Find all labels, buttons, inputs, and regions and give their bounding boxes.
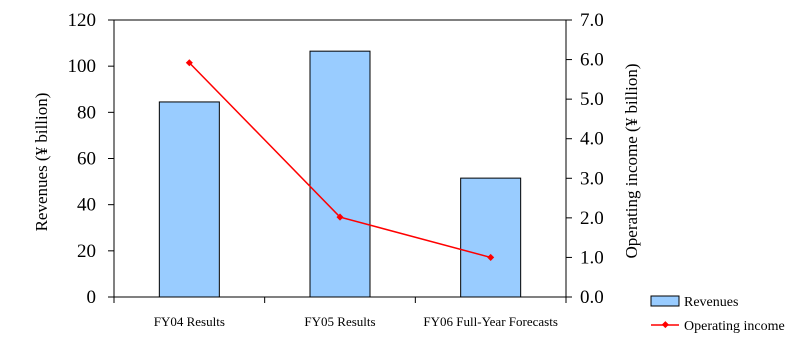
legend: Revenues Operating income <box>650 295 785 334</box>
legend-label-operating-income: Operating income <box>684 319 785 334</box>
y-left-tick-label: 120 <box>68 10 97 31</box>
y-right-tick-label: 2.0 <box>580 208 604 229</box>
y-left-tick-label: 60 <box>77 149 96 170</box>
operating-income-point-3 <box>487 253 495 261</box>
legend-swatch-revenues <box>650 295 680 307</box>
x-category-label: FY04 Results <box>154 314 225 329</box>
y-left-tick-label: 80 <box>77 102 96 123</box>
y-right-tick-label: 1.0 <box>580 247 604 268</box>
y-right-tick-label: 0.0 <box>580 287 604 308</box>
y-left-tick-label: 20 <box>77 241 96 262</box>
y-right-tick-label: 5.0 <box>580 89 604 110</box>
y-right-tick-label: 3.0 <box>580 168 604 189</box>
ticks-layer: 0 20 40 60 80 100 120 0.0 1.0 2.0 3.0 4.0 5.0 6.0 7.0 <box>68 10 604 308</box>
x-category-label: FY05 Results <box>304 314 375 329</box>
operating-income-point-2 <box>336 213 344 221</box>
x-category-label: FY06 Full-Year Forecasts <box>423 314 557 329</box>
y-right-tick-label: 6.0 <box>580 50 604 71</box>
y-left-tick-label: 100 <box>68 56 97 77</box>
line-layer <box>185 59 495 261</box>
y-axis-left-title: Revenues (¥ billion) <box>32 93 51 232</box>
y-left-tick-label: 0 <box>87 287 97 308</box>
legend-marker-operating-income <box>661 321 669 329</box>
bar-2 <box>309 50 371 298</box>
y-right-tick-label: 4.0 <box>580 129 604 150</box>
bars-layer <box>158 50 522 298</box>
y-left-tick-label: 40 <box>77 195 96 216</box>
legend-label-revenues: Revenues <box>684 295 738 310</box>
operating-income-point-1 <box>185 59 193 67</box>
bar-1 <box>158 101 220 298</box>
axes-layer <box>108 19 572 303</box>
y-axis-right-title: Operating income (¥ billion) <box>622 64 641 259</box>
bar-3 <box>460 177 522 298</box>
cats-layer: FY04 Results FY05 Results FY06 Full-Year F… <box>154 314 558 329</box>
y-right-tick-label: 7.0 <box>580 10 604 31</box>
